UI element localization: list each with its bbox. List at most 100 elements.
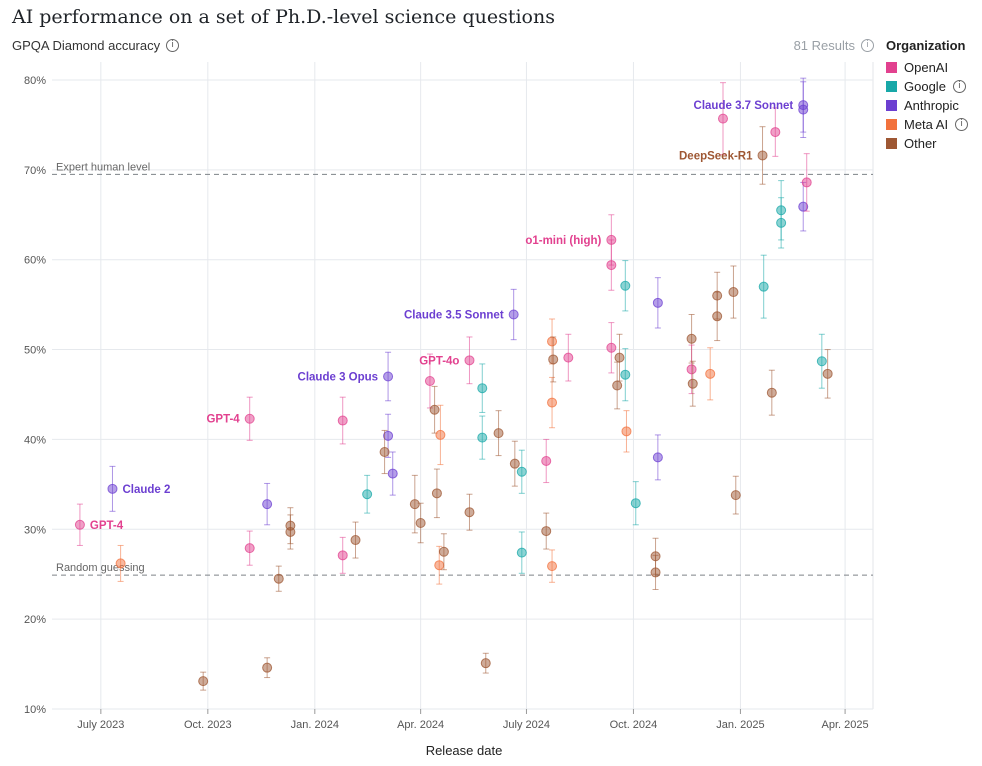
data-marker (798, 201, 809, 212)
data-point (379, 429, 390, 475)
data-marker (383, 430, 394, 441)
data-point (686, 314, 697, 364)
data-marker (262, 662, 273, 673)
data-point (606, 322, 617, 374)
legend-item[interactable]: Other (886, 134, 982, 153)
y-tick-label: 50% (24, 345, 46, 357)
data-marker (766, 387, 777, 398)
data-point (429, 385, 440, 434)
data-point (350, 521, 361, 559)
data-point (612, 361, 623, 410)
data-point (798, 181, 809, 232)
data-marker (630, 498, 641, 509)
legend-swatch (886, 81, 897, 92)
data-marker (244, 543, 255, 554)
data-marker (652, 452, 663, 463)
data-point (547, 376, 558, 429)
data-marker (712, 311, 723, 322)
data-marker (717, 113, 728, 124)
data-marker (434, 560, 445, 571)
legend-swatch (886, 62, 897, 73)
data-marker (547, 336, 558, 347)
data-marker (547, 561, 558, 572)
data-marker (621, 426, 632, 437)
legend-label: Google (904, 79, 946, 94)
legend-item[interactable]: Anthropic (886, 96, 982, 115)
data-marker (415, 517, 426, 528)
y-tick-label: 40% (24, 434, 46, 446)
data-label: DeepSeek-R1 (679, 150, 753, 162)
data-point (798, 81, 809, 138)
data-point (712, 291, 723, 342)
data-point: GPT-4o (419, 336, 475, 385)
data-marker (650, 567, 661, 578)
data-marker (730, 490, 741, 501)
legend-item[interactable]: OpenAI (886, 58, 982, 77)
data-marker (705, 368, 716, 379)
y-tick-label: 80% (24, 75, 46, 87)
y-tick-label: 70% (24, 165, 46, 177)
legend-item[interactable]: Google i (886, 77, 982, 96)
data-marker (516, 466, 527, 477)
info-icon[interactable]: i (952, 80, 966, 93)
data-marker (801, 177, 812, 188)
data-point (650, 554, 661, 590)
info-icon[interactable]: i (166, 39, 180, 52)
data-marker (409, 499, 420, 510)
x-tick-label: Oct. 2024 (610, 719, 658, 731)
data-point (705, 347, 716, 401)
data-point (198, 671, 209, 691)
results-count-text: 81 Results (793, 38, 855, 53)
data-point (776, 197, 787, 249)
legend: Organization OpenAI Google i Anthropic Meta … (886, 38, 982, 153)
data-point: Claude 2 (107, 465, 170, 512)
data-marker (508, 309, 519, 320)
data-point (244, 530, 255, 566)
data-marker (285, 526, 296, 537)
data-marker (614, 352, 625, 363)
x-tick-label: Jan. 2025 (716, 719, 764, 731)
data-marker (798, 104, 809, 115)
data-marker (337, 550, 348, 561)
data-marker (424, 376, 435, 387)
data-label: GPT-4 (90, 520, 124, 532)
data-marker (350, 535, 361, 546)
data-label: Claude 3 Opus (298, 372, 379, 384)
data-marker (757, 150, 768, 161)
data-point (563, 333, 574, 382)
data-point (541, 512, 552, 550)
data-point (816, 333, 827, 389)
data-marker (776, 217, 787, 228)
data-point (758, 254, 769, 319)
data-marker (770, 127, 781, 138)
data-point (614, 333, 625, 382)
data-point (621, 410, 632, 453)
data-point (717, 82, 728, 156)
legend-swatch (886, 138, 897, 149)
reference-line-label: Random guessing (56, 562, 145, 574)
data-marker (262, 499, 273, 510)
x-tick-label: July 2024 (503, 719, 550, 731)
data-marker (74, 519, 85, 530)
data-point (620, 260, 631, 312)
data-marker (516, 547, 527, 558)
data-marker (652, 297, 663, 308)
legend-label: OpenAI (904, 60, 949, 75)
results-info-icon[interactable]: i (861, 39, 874, 52)
data-label: Claude 2 (122, 484, 170, 496)
legend-item[interactable]: Meta AI i (886, 115, 982, 134)
y-tick-label: 30% (24, 524, 46, 536)
data-marker (548, 354, 559, 365)
x-tick-label: Oct. 2023 (184, 719, 232, 731)
legend-swatch (886, 119, 897, 130)
data-marker (337, 415, 348, 426)
data-marker (107, 483, 118, 494)
data-point (516, 531, 527, 574)
info-icon[interactable]: i (955, 118, 969, 131)
data-marker (606, 342, 617, 353)
data-point: GPT-4 (74, 503, 124, 546)
data-marker (547, 397, 558, 408)
data-point (262, 657, 273, 679)
y-axis-title: GPQA Diamond accuracy i (12, 38, 180, 53)
data-point: GPT-4 (206, 396, 255, 441)
